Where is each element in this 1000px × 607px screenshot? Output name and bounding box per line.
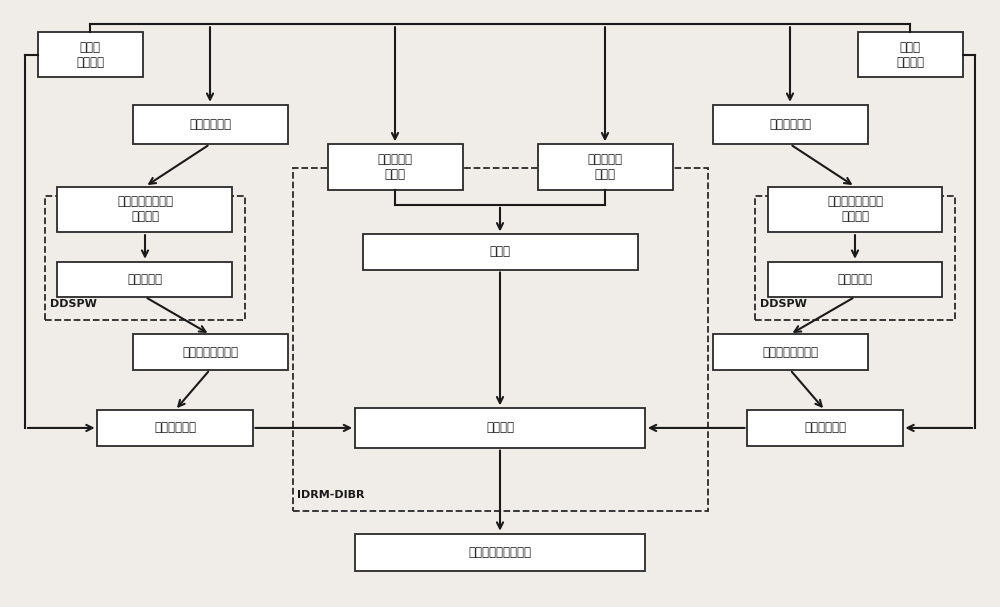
FancyBboxPatch shape [747,410,902,446]
Text: 遇挡图: 遇挡图 [490,245,511,259]
FancyBboxPatch shape [38,32,143,77]
FancyBboxPatch shape [57,262,232,297]
Text: 输出：虚拟视点图像: 输出：虚拟视点图像 [468,546,532,559]
Text: DDSPW: DDSPW [760,299,807,310]
Text: 基于距离和深度的
点集筛选: 基于距离和深度的 点集筛选 [117,195,173,223]
Text: 左视点深度
可信图: 左视点深度 可信图 [378,153,413,181]
FancyBboxPatch shape [712,334,868,370]
Text: DDSPW: DDSPW [50,299,97,310]
Text: 左视点预测图: 左视点预测图 [154,421,196,435]
FancyBboxPatch shape [355,534,645,571]
Text: 左视点深度图: 左视点深度图 [189,118,231,131]
FancyBboxPatch shape [768,262,942,297]
Text: IDRM-DIBR: IDRM-DIBR [298,490,365,500]
Text: 右视点预测深度图: 右视点预测深度图 [762,345,818,359]
FancyBboxPatch shape [57,187,232,232]
FancyBboxPatch shape [132,334,288,370]
FancyBboxPatch shape [362,234,638,270]
Text: 基于距离和深度的
点集筛选: 基于距离和深度的 点集筛选 [827,195,883,223]
FancyBboxPatch shape [97,410,252,446]
Text: 右视点深度
可信图: 右视点深度 可信图 [588,153,622,181]
FancyBboxPatch shape [858,32,962,77]
Text: 右视点预测图: 右视点预测图 [804,421,846,435]
FancyBboxPatch shape [328,144,462,189]
Text: 右视点
参考图像: 右视点 参考图像 [896,41,924,69]
Text: 加权猜値: 加权猜値 [486,421,514,435]
FancyBboxPatch shape [768,187,942,232]
Text: 子象素加权: 子象素加权 [838,273,872,286]
FancyBboxPatch shape [132,104,288,144]
Text: 左视点预测深度图: 左视点预测深度图 [182,345,238,359]
FancyBboxPatch shape [538,144,672,189]
Text: 左视点
参考图像: 左视点 参考图像 [76,41,104,69]
Text: 子象素加权: 子象素加权 [128,273,162,286]
Text: 右视点深度图: 右视点深度图 [769,118,811,131]
FancyBboxPatch shape [355,409,645,448]
FancyBboxPatch shape [712,104,868,144]
